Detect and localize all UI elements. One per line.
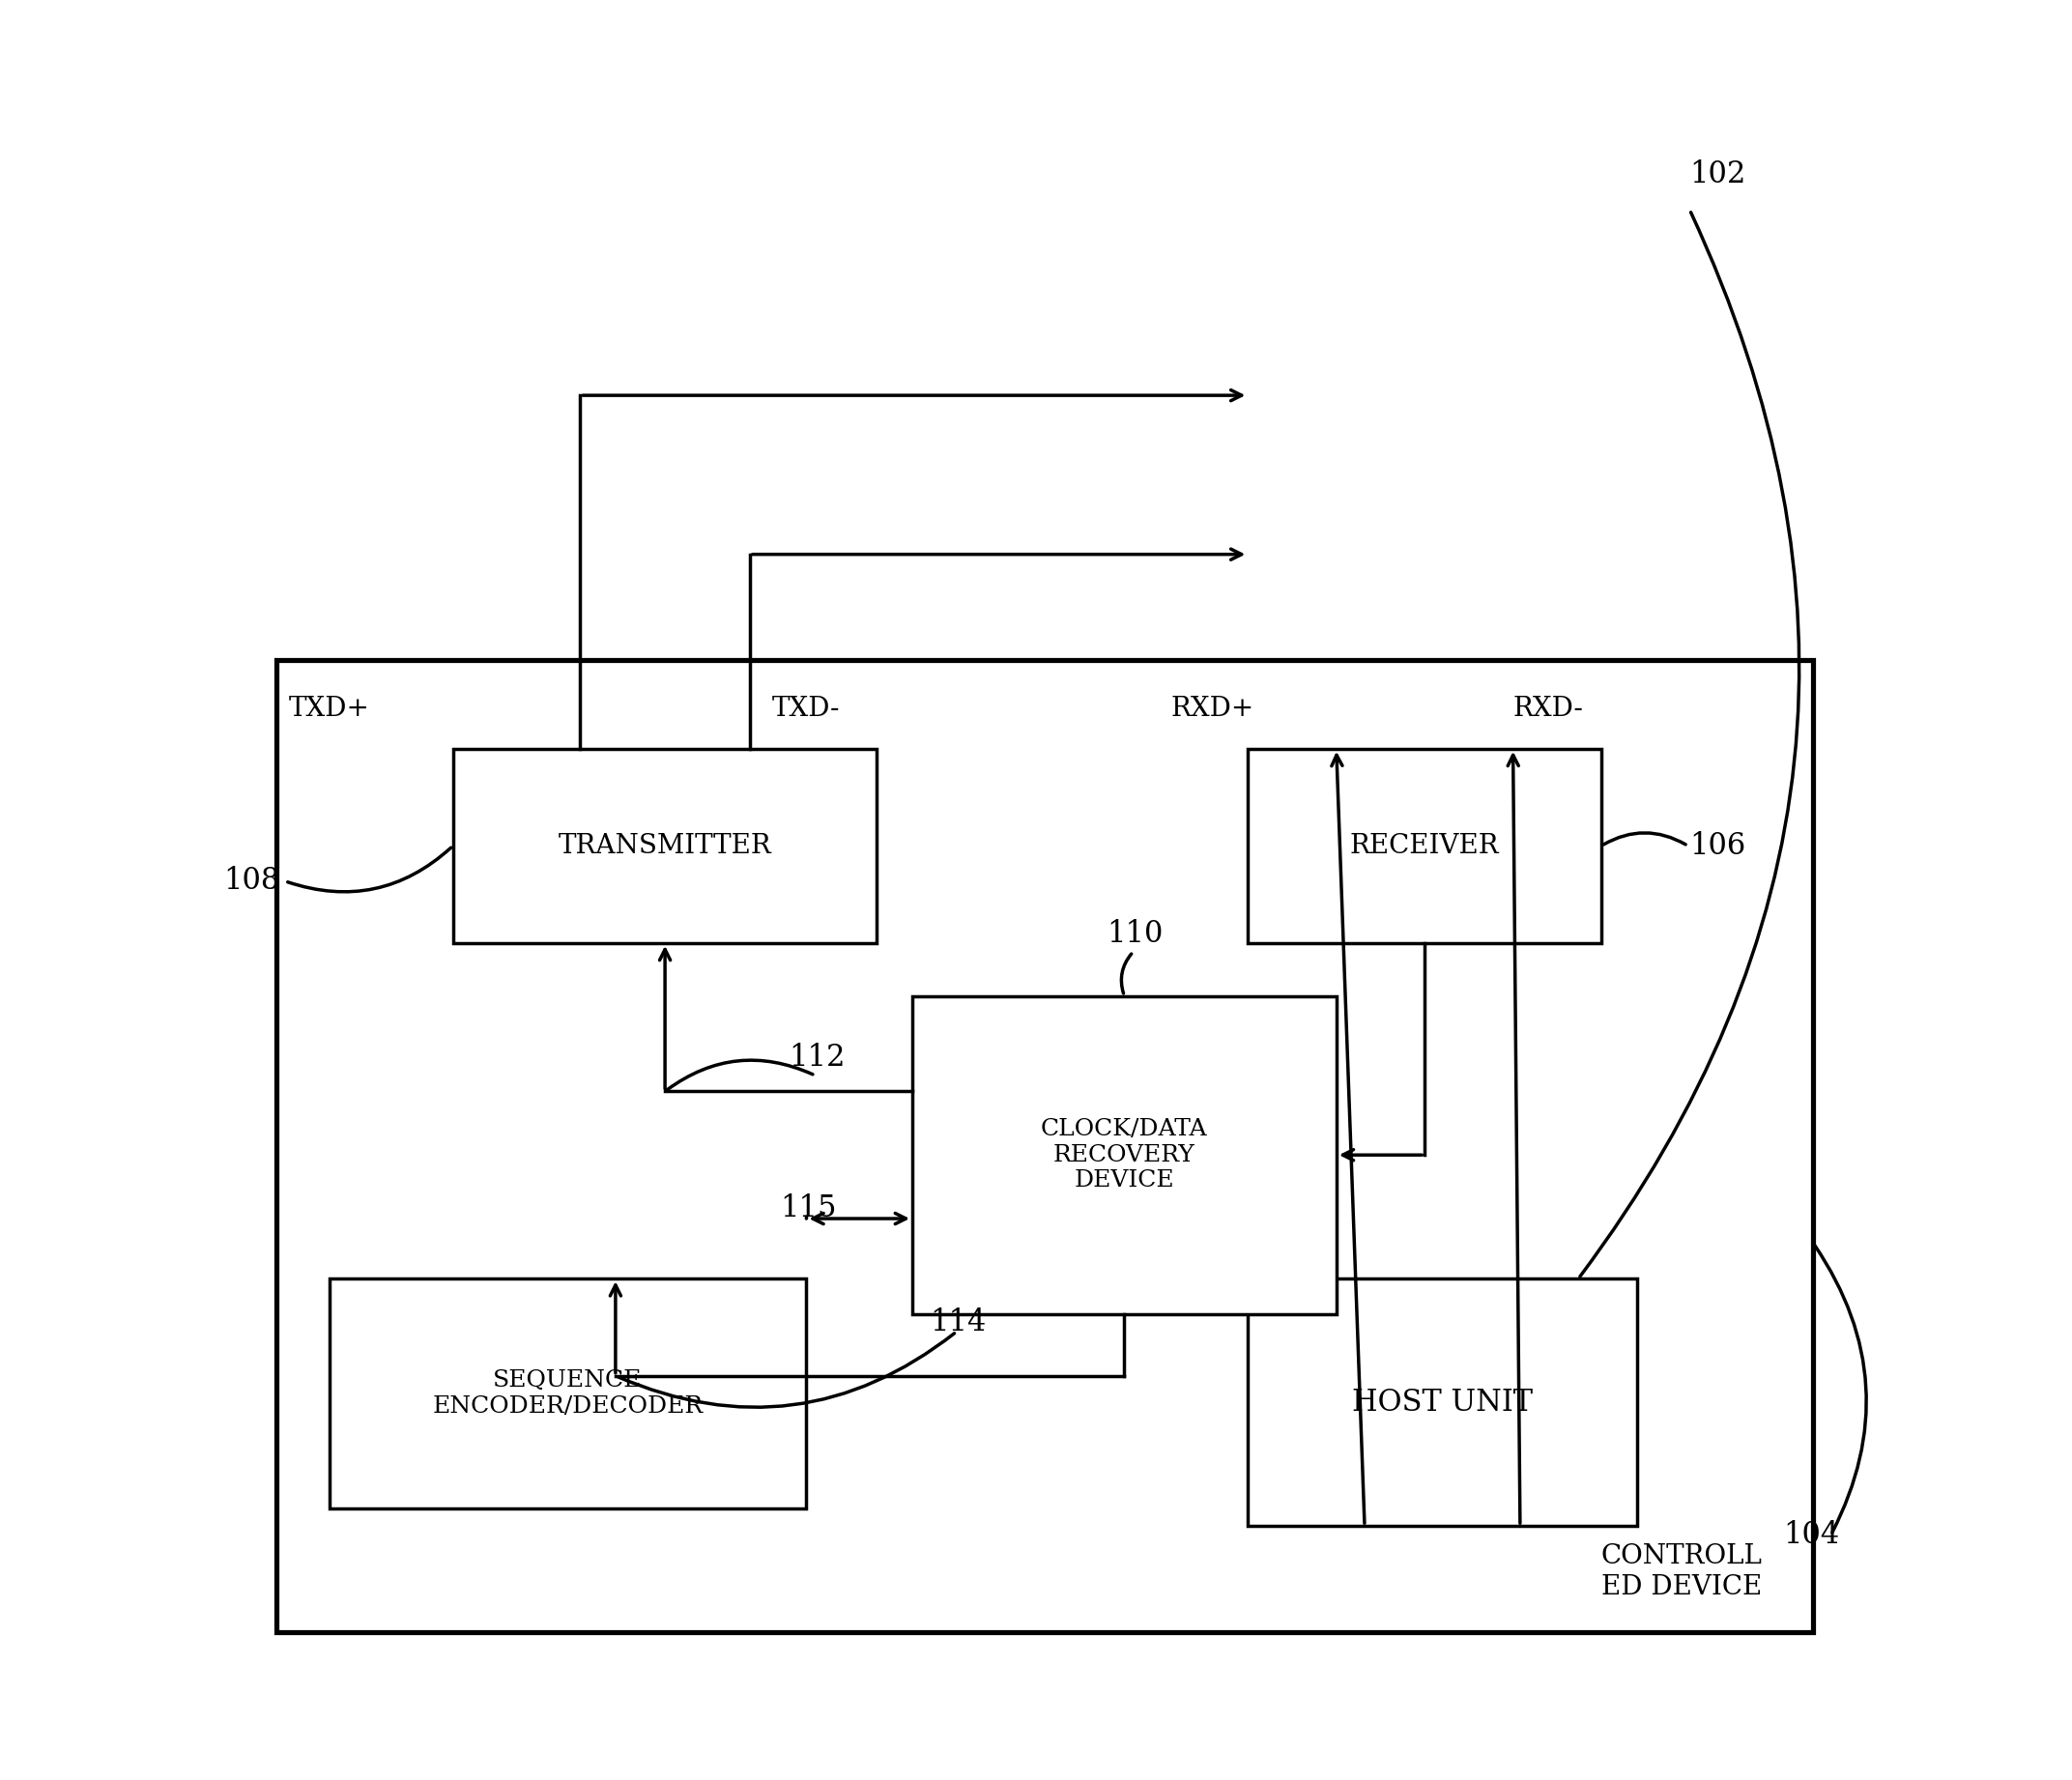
Text: RXD+: RXD+	[1171, 696, 1254, 723]
Text: TXD+: TXD+	[288, 696, 369, 723]
Text: 114: 114	[930, 1308, 986, 1339]
Text: RECEIVER: RECEIVER	[1351, 833, 1500, 860]
FancyBboxPatch shape	[329, 1278, 806, 1508]
Text: CLOCK/DATA
RECOVERY
DEVICE: CLOCK/DATA RECOVERY DEVICE	[1040, 1118, 1208, 1193]
Text: 104: 104	[1784, 1520, 1840, 1550]
Text: HOST UNIT: HOST UNIT	[1353, 1387, 1533, 1417]
Text: 115: 115	[779, 1193, 837, 1223]
Text: 112: 112	[789, 1043, 845, 1073]
FancyBboxPatch shape	[276, 660, 1813, 1632]
FancyBboxPatch shape	[1247, 1278, 1637, 1525]
Text: 102: 102	[1689, 160, 1747, 189]
FancyBboxPatch shape	[1247, 749, 1602, 943]
Text: TRANSMITTER: TRANSMITTER	[557, 833, 771, 860]
Text: TXD-: TXD-	[773, 696, 841, 723]
Text: 108: 108	[224, 867, 280, 895]
Text: CONTROLL
ED DEVICE: CONTROLL ED DEVICE	[1602, 1543, 1763, 1600]
FancyBboxPatch shape	[454, 749, 876, 943]
Text: SEQUENCE
ENCODER/DECODER: SEQUENCE ENCODER/DECODER	[433, 1369, 702, 1417]
Text: 110: 110	[1106, 918, 1162, 949]
Text: RXD-: RXD-	[1513, 696, 1583, 723]
FancyBboxPatch shape	[912, 997, 1336, 1314]
Text: 106: 106	[1689, 831, 1747, 862]
